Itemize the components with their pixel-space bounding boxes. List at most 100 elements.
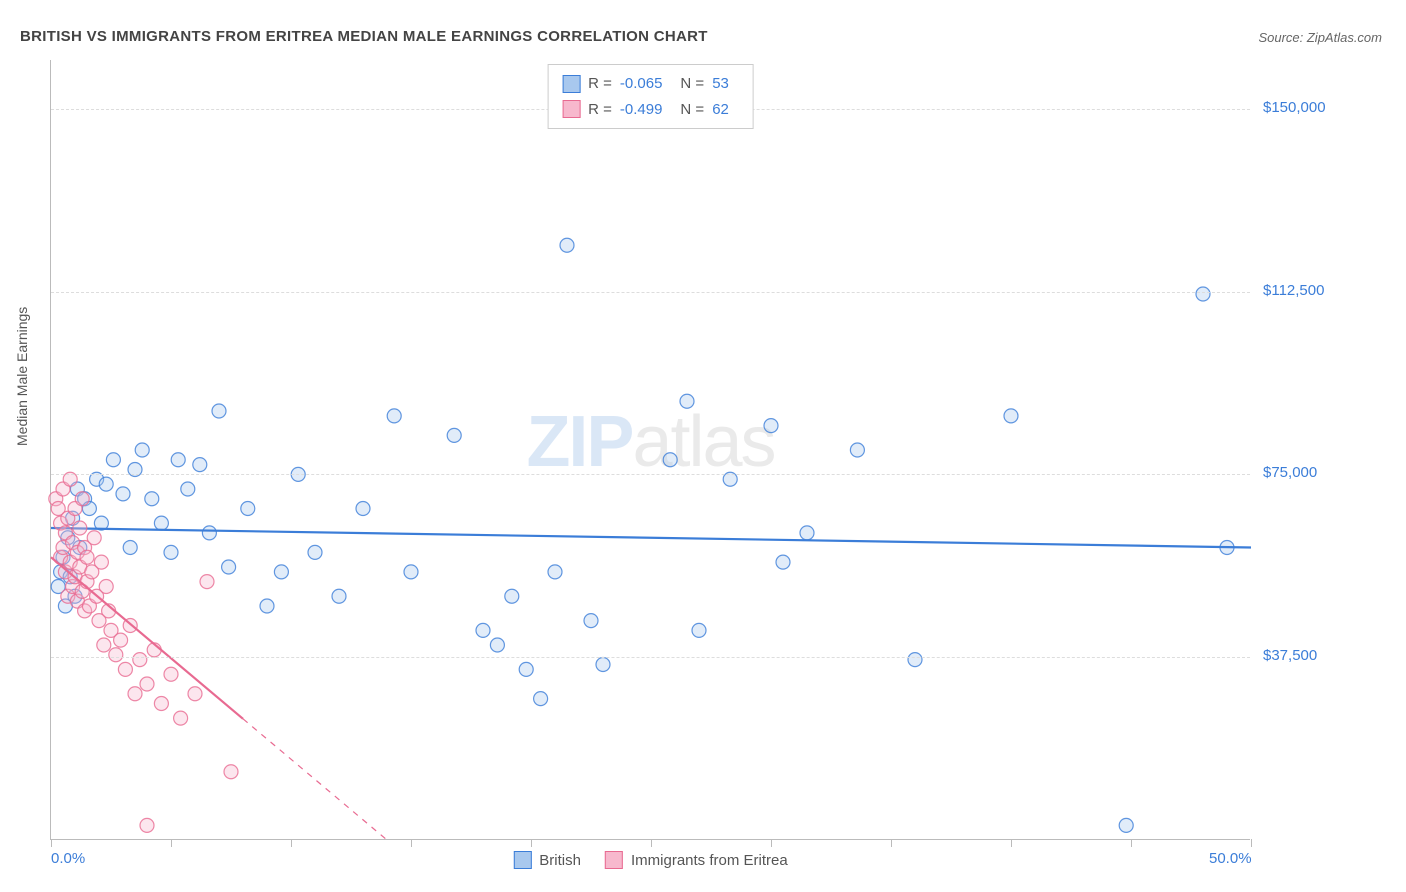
y-axis-label: Median Male Earnings [14, 307, 30, 446]
y-tick-label: $112,500 [1263, 282, 1324, 299]
n-label: N = [680, 71, 704, 97]
gridline-h [51, 474, 1250, 475]
data-point [519, 662, 533, 676]
legend-label: British [539, 852, 581, 869]
data-point [118, 662, 132, 676]
data-point [476, 623, 490, 637]
data-point [145, 492, 159, 506]
data-point [356, 502, 370, 516]
gridline-h [51, 657, 1250, 658]
data-point [193, 458, 207, 472]
data-point [164, 545, 178, 559]
data-point [850, 443, 864, 457]
data-point [106, 453, 120, 467]
data-point [490, 638, 504, 652]
x-tick [1131, 839, 1132, 847]
y-tick-label: $37,500 [1263, 647, 1317, 664]
data-point [174, 711, 188, 725]
data-point [140, 677, 154, 691]
data-point [75, 492, 89, 506]
swatch [513, 851, 531, 869]
data-point [663, 453, 677, 467]
x-tick [891, 839, 892, 847]
data-point [99, 477, 113, 491]
r-value: -0.499 [620, 97, 663, 123]
data-point [534, 692, 548, 706]
legend-item: British [513, 851, 581, 869]
data-point [308, 545, 322, 559]
series-legend: British Immigrants from Eritrea [513, 851, 787, 869]
n-label: N = [680, 97, 704, 123]
data-point [128, 687, 142, 701]
stats-row: R = -0.065 N = 53 [562, 71, 739, 97]
x-tick [411, 839, 412, 847]
source-label: Source: [1258, 30, 1306, 45]
legend-item: Immigrants from Eritrea [605, 851, 788, 869]
data-point [274, 565, 288, 579]
r-value: -0.065 [620, 71, 663, 97]
plot-area: ZIPatlas R =-0.065N =53R =-0.499N =62 Br… [50, 60, 1250, 840]
data-point [164, 667, 178, 681]
data-point [200, 575, 214, 589]
x-tick [1011, 839, 1012, 847]
source-attribution: Source: ZipAtlas.com [1258, 30, 1382, 45]
r-label: R = [588, 97, 612, 123]
trend-line [51, 528, 1251, 548]
data-point [123, 541, 137, 555]
x-tick [771, 839, 772, 847]
y-tick-label: $75,000 [1263, 464, 1317, 481]
trend-line-dashed [243, 719, 387, 840]
data-point [387, 409, 401, 423]
data-point [260, 599, 274, 613]
x-tick-label: 0.0% [51, 850, 85, 867]
data-point [135, 443, 149, 457]
stats-row: R =-0.499N =62 [562, 97, 739, 123]
swatch [605, 851, 623, 869]
data-point [692, 623, 706, 637]
data-point [154, 516, 168, 530]
data-point [181, 482, 195, 496]
data-point [404, 565, 418, 579]
data-point [171, 453, 185, 467]
x-tick [291, 839, 292, 847]
data-point [80, 550, 94, 564]
chart-svg [51, 60, 1250, 839]
x-tick [531, 839, 532, 847]
data-point [584, 614, 598, 628]
data-point [154, 697, 168, 711]
data-point [908, 653, 922, 667]
data-point [596, 658, 610, 672]
data-point [94, 555, 108, 569]
data-point [87, 531, 101, 545]
x-tick [651, 839, 652, 847]
data-point [224, 765, 238, 779]
data-point [680, 394, 694, 408]
data-point [188, 687, 202, 701]
x-tick [171, 839, 172, 847]
data-point [212, 404, 226, 418]
data-point [332, 589, 346, 603]
data-point [241, 502, 255, 516]
data-point [560, 238, 574, 252]
data-point [97, 638, 111, 652]
x-tick [51, 839, 52, 847]
data-point [447, 428, 461, 442]
r-label: R = [588, 71, 612, 97]
data-point [776, 555, 790, 569]
data-point [202, 526, 216, 540]
data-point [114, 633, 128, 647]
data-point [140, 818, 154, 832]
data-point [1196, 287, 1210, 301]
stats-legend: R =-0.065N =53R =-0.499N =62 [547, 64, 754, 129]
data-point [222, 560, 236, 574]
y-tick-label: $150,000 [1263, 99, 1326, 116]
data-point [548, 565, 562, 579]
data-point [73, 521, 87, 535]
gridline-h [51, 292, 1250, 293]
data-point [1004, 409, 1018, 423]
data-point [99, 580, 113, 594]
n-value: 53 [712, 71, 729, 97]
x-tick [1251, 839, 1252, 847]
data-point [505, 589, 519, 603]
data-point [116, 487, 130, 501]
